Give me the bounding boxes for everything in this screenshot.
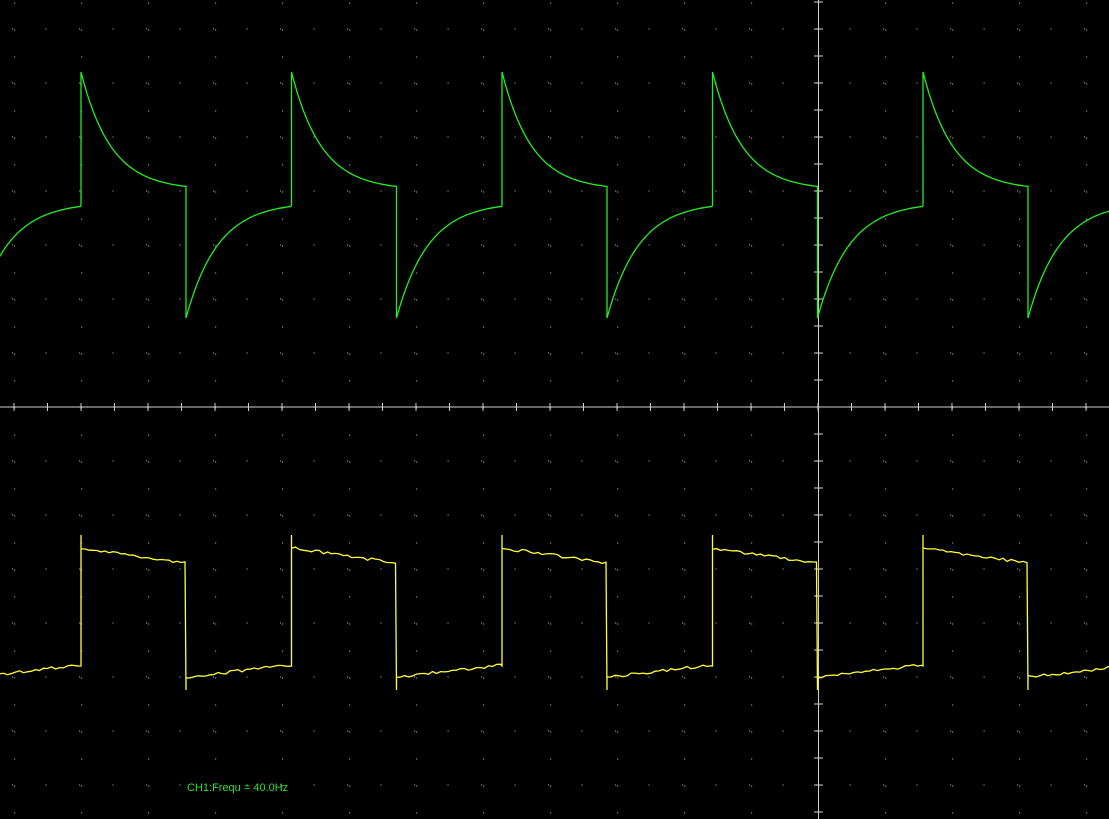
channel-1-trace — [0, 71, 1109, 319]
grid — [12, 2, 1088, 814]
axis-ticks — [13, 1, 1087, 813]
tick-marks — [13, 1, 1087, 813]
channel-2-trace — [0, 535, 1109, 691]
frequency-readout: CH1:Frequ = 40.0Hz — [187, 782, 288, 794]
grid-dots — [12, 2, 1088, 814]
